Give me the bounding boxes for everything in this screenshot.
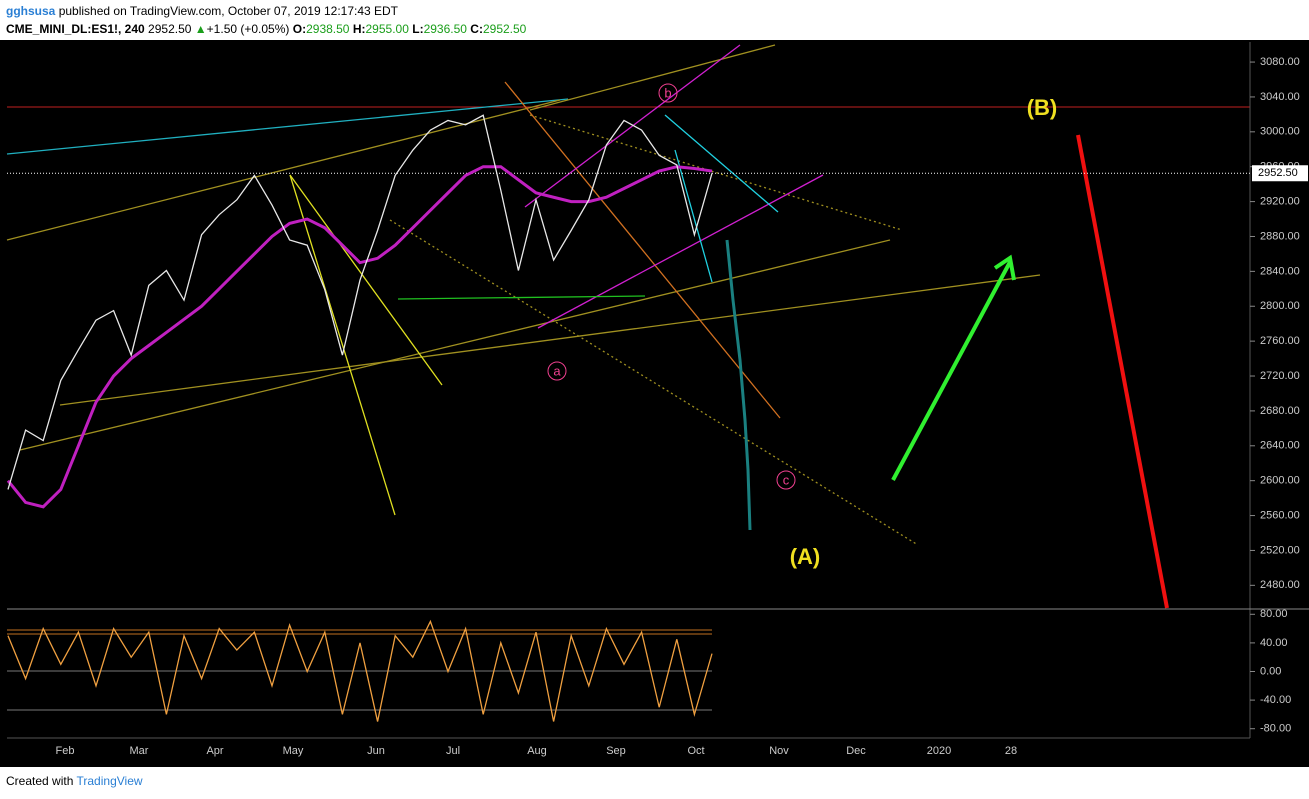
y-tick-label: -80.00 bbox=[1260, 723, 1291, 735]
y-tick-label: 40.00 bbox=[1260, 637, 1288, 649]
oscillator-line bbox=[7, 619, 713, 722]
moving-average bbox=[6, 165, 713, 509]
y-tick-label: 2480.00 bbox=[1260, 579, 1300, 591]
drawings bbox=[6, 44, 1169, 609]
y-tick-label: 3040.00 bbox=[1260, 91, 1300, 103]
annotation-circle bbox=[776, 470, 796, 490]
l-label: L: bbox=[412, 22, 424, 36]
open: 2938.50 bbox=[306, 22, 350, 36]
footer: Created with TradingView bbox=[6, 774, 143, 788]
change: +1.50 (+0.05%) bbox=[206, 22, 290, 36]
x-tick-label: Dec bbox=[846, 745, 866, 757]
annotation: (B) bbox=[1027, 95, 1058, 120]
x-tick-label: Feb bbox=[56, 745, 75, 757]
y-tick-label: 2560.00 bbox=[1260, 509, 1300, 521]
symbol: CME_MINI_DL:ES1!, 240 bbox=[6, 22, 145, 36]
publish-line: gghsusa published on TradingView.com, Oc… bbox=[6, 4, 398, 18]
high: 2955.00 bbox=[365, 22, 409, 36]
symbol-line: CME_MINI_DL:ES1!, 240 2952.50 ▲+1.50 (+0… bbox=[6, 22, 526, 36]
y-tick-label: 2680.00 bbox=[1260, 405, 1300, 417]
y-tick-label: 2800.00 bbox=[1260, 300, 1300, 312]
price-line bbox=[7, 114, 713, 490]
h-label: H: bbox=[352, 22, 366, 36]
y-tick-label: -40.00 bbox=[1260, 694, 1291, 706]
x-tick-label: 28 bbox=[1005, 745, 1017, 757]
chart: 2480.00 2520.00 2560.00 2600.00 2640.00 2680.… bbox=[0, 40, 1309, 767]
annotation-circle bbox=[547, 361, 567, 381]
y-tick-label: 2760.00 bbox=[1260, 335, 1300, 347]
x-tick-label: Aug bbox=[527, 745, 547, 757]
last-price-label: 2952.50 bbox=[1258, 167, 1298, 179]
x-tick-label: Oct bbox=[687, 745, 704, 757]
low: 2936.50 bbox=[423, 22, 467, 36]
last-price-box bbox=[1252, 165, 1308, 182]
y-tick-label: 80.00 bbox=[1260, 608, 1288, 620]
x-tick-label: May bbox=[283, 745, 304, 757]
published: published on TradingView.com, October 07… bbox=[58, 4, 399, 18]
y-tick-label: 2520.00 bbox=[1260, 544, 1300, 556]
annotation: a bbox=[553, 363, 561, 378]
annotation: c bbox=[783, 472, 790, 487]
x-tick-label: Apr bbox=[206, 745, 223, 757]
x-tick-label: 2020 bbox=[927, 745, 951, 757]
o-label: O: bbox=[292, 22, 307, 36]
created: Created with bbox=[6, 774, 74, 788]
annotation: (A) bbox=[790, 544, 821, 569]
y-tick-label: 2720.00 bbox=[1260, 370, 1300, 382]
y-tick-label: 2920.00 bbox=[1260, 196, 1300, 208]
y-tick-label: 3000.00 bbox=[1260, 126, 1300, 138]
x-tick-label: Mar bbox=[130, 745, 149, 757]
arrow: ▲ bbox=[194, 22, 207, 36]
close: 2952.50 bbox=[482, 22, 527, 36]
user[interactable]: gghsusa bbox=[6, 4, 56, 18]
y-tick-label: 3080.00 bbox=[1260, 56, 1300, 68]
brand[interactable]: TradingView bbox=[76, 774, 143, 788]
y-tick-label: 2640.00 bbox=[1260, 440, 1300, 452]
x-tick-label: Nov bbox=[769, 745, 789, 757]
x-tick-label: Jun bbox=[367, 745, 385, 757]
background bbox=[0, 40, 1309, 767]
annotation: b bbox=[664, 85, 671, 100]
y-tick-label: 0.00 bbox=[1260, 665, 1281, 677]
y-tick-label: 2840.00 bbox=[1260, 265, 1300, 277]
price: 2952.50 bbox=[148, 22, 192, 36]
y-tick-label: 2600.00 bbox=[1260, 475, 1300, 487]
y-tick-label: 2880.00 bbox=[1260, 230, 1300, 242]
annotation-circle bbox=[658, 83, 678, 103]
x-tick-label: Sep bbox=[606, 745, 626, 757]
c-label: C: bbox=[470, 22, 483, 36]
x-tick-label: Jul bbox=[446, 745, 460, 757]
